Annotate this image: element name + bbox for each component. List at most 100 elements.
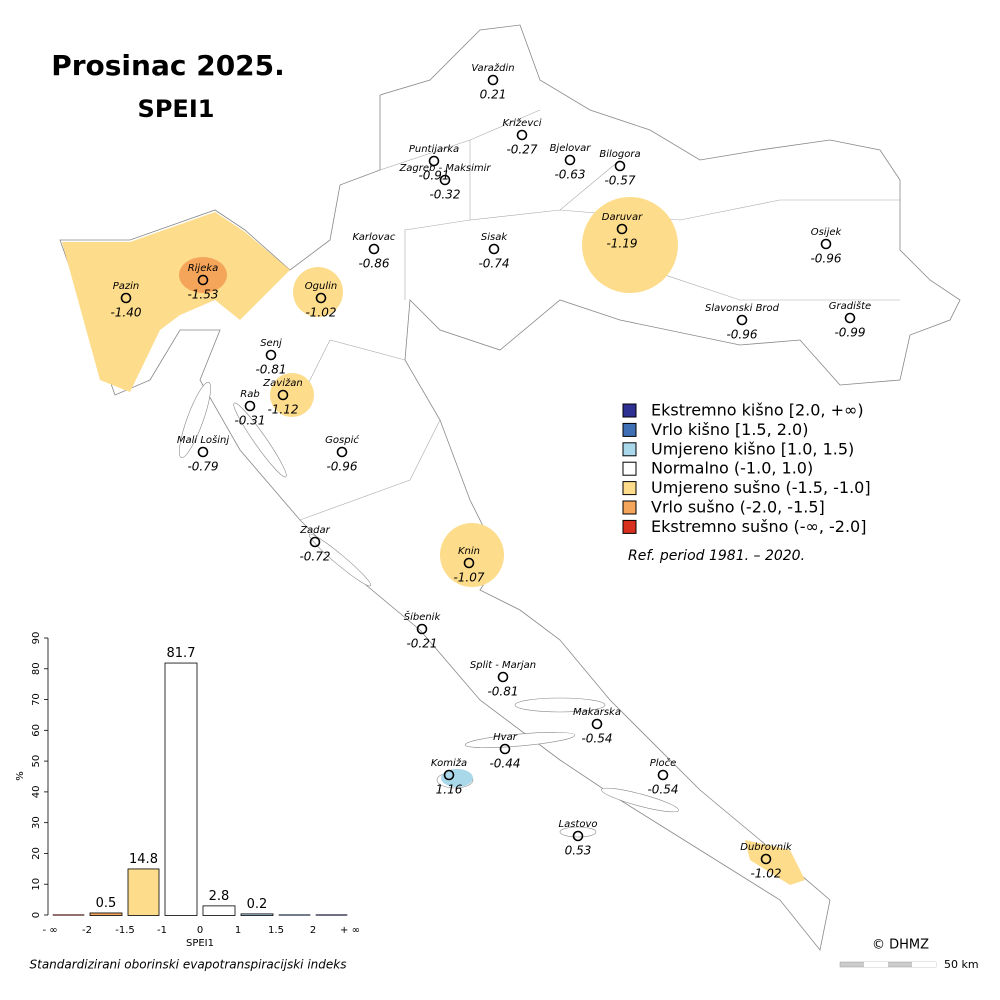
station-value: -0.54 xyxy=(647,783,678,797)
y-tick-label: 40 xyxy=(31,786,42,799)
station-value: -0.81 xyxy=(255,363,286,377)
station-marker xyxy=(439,174,451,186)
map: Varaždin0.21Križevci-0.27Puntijarka-0.91… xyxy=(59,24,961,951)
station-marker xyxy=(443,769,455,781)
y-tick-label: 90 xyxy=(31,632,42,645)
station-value: -1.12 xyxy=(267,403,298,417)
bar-value-label: 0.5 xyxy=(96,896,117,911)
station-name: Split - Marjan xyxy=(470,660,536,671)
station-value: -0.27 xyxy=(506,143,537,157)
bar-value-label: 0.2 xyxy=(247,897,268,912)
station-name: Gradište xyxy=(829,300,871,312)
x-tick-label: -1.5 xyxy=(115,925,135,936)
y-axis-label: % xyxy=(15,771,26,781)
station-marker xyxy=(760,853,772,865)
station-name: Puntijarka xyxy=(409,144,459,155)
station-marker xyxy=(428,155,440,167)
y-tick-label: 30 xyxy=(31,816,42,829)
station-name: Komiža xyxy=(431,757,467,769)
station-value: -0.57 xyxy=(604,174,635,188)
station-name: Zadar xyxy=(299,525,330,536)
station-name: Bilogora xyxy=(599,149,640,160)
station-value: 0.53 xyxy=(565,844,592,858)
station-marker xyxy=(516,129,528,141)
station-value: 0.21 xyxy=(480,88,507,102)
x-tick-label: - ∞ xyxy=(42,925,57,936)
station-value: -1.02 xyxy=(305,306,336,320)
y-tick-label: 20 xyxy=(31,847,42,860)
legend-swatch xyxy=(622,403,637,418)
station-value: -1.19 xyxy=(606,237,637,251)
station-name: Senj xyxy=(260,338,282,349)
caption: Standardizirani oborinski evapotranspira… xyxy=(30,958,347,972)
station-value: -0.96 xyxy=(726,328,757,342)
station-value: -0.79 xyxy=(187,460,218,474)
station-marker xyxy=(591,718,603,730)
station-marker xyxy=(614,160,626,172)
bar xyxy=(278,914,311,916)
x-tick-label: 1 xyxy=(235,925,241,936)
y-tick-label: 70 xyxy=(31,693,42,706)
station-name: Šibenik xyxy=(404,610,442,623)
station-value: -0.81 xyxy=(487,685,518,699)
legend: Ekstremno kišno [2.0, +∞)Vrlo kišno [1.5… xyxy=(622,401,871,536)
station-marker xyxy=(497,671,509,683)
legend-label: Umjereno kišno [1.0, 1.5) xyxy=(651,439,854,458)
station-marker xyxy=(309,536,321,548)
station-value: -0.31 xyxy=(234,414,265,428)
bar xyxy=(315,914,348,916)
station-name: Slavonski Brod xyxy=(705,303,780,314)
bar-value-label: 81.7 xyxy=(167,646,196,661)
station-value: -0.74 xyxy=(478,257,509,271)
station-marker xyxy=(265,349,277,361)
station-value: -1.40 xyxy=(110,306,141,320)
x-tick-label: 2 xyxy=(310,925,316,936)
station-name: Zavižan xyxy=(262,377,302,389)
legend-label: Ekstremno kišno [2.0, +∞) xyxy=(651,401,864,420)
y-tick-label: 80 xyxy=(31,662,42,675)
bar xyxy=(240,913,274,916)
station-value: -0.99 xyxy=(834,326,865,340)
station-marker xyxy=(736,314,748,326)
bar xyxy=(52,914,85,916)
legend-swatch xyxy=(622,481,637,496)
station-name: Rijeka xyxy=(188,263,219,274)
station-value: -0.96 xyxy=(810,252,841,266)
station-name: Ogulin xyxy=(305,281,337,292)
bar-value-label: 2.8 xyxy=(209,889,230,904)
ref-period: Ref. period 1981. – 2020. xyxy=(628,548,805,564)
station-name: Karlovac xyxy=(353,232,396,243)
station-value: -1.02 xyxy=(750,867,781,881)
station-value: -0.72 xyxy=(299,550,330,564)
legend-label: Vrlo sušno (-2.0, -1.5] xyxy=(651,498,825,517)
bar-value-label: 14.8 xyxy=(129,852,158,867)
station-value: -1.53 xyxy=(187,288,218,302)
bar xyxy=(164,662,198,916)
title: Prosinac 2025. xyxy=(51,49,285,82)
station-name: Dubrovnik xyxy=(740,842,793,853)
histogram: 0 10 20 30 40 50 60 70 80 90% - ∞ -2 -1.5 -1 0 1 1.5 2 + ∞… xyxy=(15,632,360,972)
bar xyxy=(202,905,236,916)
station-value: -0.96 xyxy=(326,460,357,474)
copyright: © DHMZ xyxy=(872,938,929,953)
station-name: Osijek xyxy=(811,227,843,238)
country-outline xyxy=(59,24,961,951)
bar xyxy=(127,868,160,916)
scale-label: 50 km xyxy=(944,958,979,971)
x-tick-label: -1 xyxy=(157,925,167,936)
legend-label: Vrlo kišno [1.5, 2.0) xyxy=(651,420,808,439)
station-value: -0.86 xyxy=(358,257,389,271)
station-value: -1.07 xyxy=(453,571,484,585)
scale-bar: 50 km xyxy=(839,958,979,971)
station-name: Rab xyxy=(240,389,259,400)
station-marker xyxy=(315,292,327,304)
station-marker xyxy=(657,769,669,781)
station-value: -0.21 xyxy=(406,637,437,651)
y-tick-label: 10 xyxy=(31,878,42,891)
county-borders xyxy=(299,109,900,521)
station-name: Ploče xyxy=(650,757,677,769)
anomaly-areas xyxy=(62,197,805,885)
station-marker xyxy=(244,400,256,412)
y-tick-label: 50 xyxy=(31,755,42,768)
